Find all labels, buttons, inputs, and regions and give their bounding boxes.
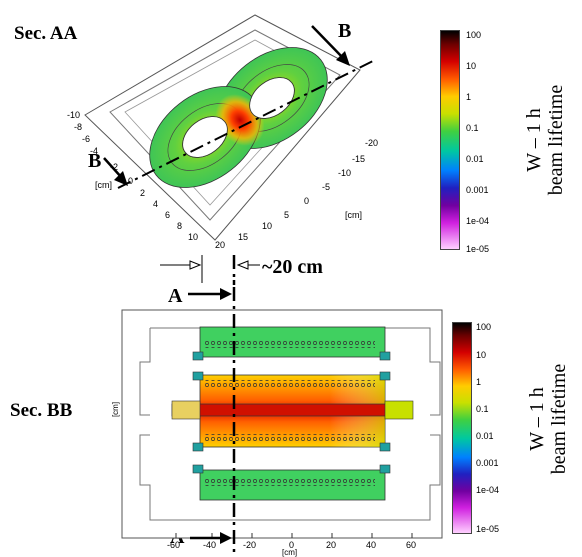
tick-bottom-0: -20 bbox=[365, 138, 379, 148]
cb-bottom-tick-6: 1e-04 bbox=[476, 485, 500, 495]
side-label-bottom-line1: W – 1 h bbox=[526, 387, 548, 451]
side-label-top-line1: W – 1 h bbox=[523, 108, 545, 172]
side-label-top: W – 1 h beam lifetime bbox=[523, 65, 567, 215]
side-label-bottom: W – 1 h beam lifetime bbox=[526, 339, 570, 499]
cb-bottom-tick-7: 1e-05 bbox=[476, 524, 500, 534]
cut-line-aa-top bbox=[232, 255, 236, 285]
section-label-bb: Sec. BB bbox=[10, 400, 73, 421]
marker-a-top: A bbox=[168, 285, 183, 307]
side-label-top-line2: beam lifetime bbox=[545, 84, 567, 196]
tick-left-4: -2 bbox=[110, 162, 119, 172]
tick-left-5: 0 bbox=[128, 176, 134, 186]
side-label-bottom-line2: beam lifetime bbox=[548, 363, 570, 475]
x-tick-1: -40 bbox=[203, 540, 217, 550]
cross-section-plot-bb bbox=[121, 280, 443, 556]
cb-top-tick-6: 1e-04 bbox=[466, 216, 490, 226]
arrow-b-top bbox=[311, 25, 346, 61]
tick-bottom-1: -15 bbox=[352, 154, 366, 164]
arrow-b-left bbox=[103, 157, 123, 179]
tick-bottom-2: -10 bbox=[338, 168, 352, 178]
tick-left-1: -8 bbox=[74, 122, 83, 132]
unit-bottom: [cm] bbox=[345, 210, 362, 220]
tick-bottom-6: 10 bbox=[262, 221, 273, 231]
tick-left-2: -6 bbox=[82, 134, 91, 144]
colorbar-top bbox=[440, 30, 460, 250]
tick-left-8: 6 bbox=[165, 210, 171, 220]
cb-bottom-tick-0: 100 bbox=[476, 322, 492, 332]
tick-bottom-8: 20 bbox=[215, 240, 226, 250]
cb-bottom-tick-4: 0.01 bbox=[476, 431, 494, 441]
tick-left-10: 10 bbox=[188, 232, 199, 242]
cb-top-tick-0: 100 bbox=[466, 30, 482, 40]
cb-top-tick-2: 1 bbox=[466, 92, 472, 102]
tick-bottom-5: 5 bbox=[284, 210, 290, 220]
beam-pipe bbox=[171, 403, 413, 417]
marker-b-top: B bbox=[338, 20, 352, 42]
cb-top-tick-3: 0.1 bbox=[466, 123, 479, 133]
unit-x: [cm] bbox=[282, 548, 298, 557]
tick-left-7: 4 bbox=[153, 199, 159, 209]
unit-y: [cm] bbox=[111, 401, 121, 418]
tick-left-0: -10 bbox=[67, 110, 81, 120]
tick-left-6: 2 bbox=[140, 188, 146, 198]
colorbar-bottom bbox=[452, 322, 472, 534]
cb-bottom-tick-5: 0.001 bbox=[476, 458, 499, 468]
tick-bottom-3: -5 bbox=[322, 182, 331, 192]
cb-top-tick-4: 0.01 bbox=[466, 154, 484, 164]
cb-bottom-tick-3: 0.1 bbox=[476, 404, 489, 414]
dimension-marker bbox=[160, 255, 260, 283]
marker-b-left: B bbox=[88, 150, 102, 172]
tick-bottom-7: 15 bbox=[238, 232, 249, 242]
cb-bottom-tick-2: 1 bbox=[476, 377, 482, 387]
x-tick-2: -20 bbox=[243, 540, 257, 550]
tick-left-3: -4 bbox=[90, 146, 99, 156]
section-label-aa: Sec. AA bbox=[14, 23, 78, 44]
cb-top-tick-5: 0.001 bbox=[466, 185, 489, 195]
cb-top-tick-7: 1e-05 bbox=[466, 244, 490, 254]
cb-top-tick-1: 10 bbox=[466, 61, 477, 71]
cb-bottom-tick-1: 10 bbox=[476, 350, 487, 360]
x-tick-3: 0 bbox=[289, 540, 295, 550]
tick-bottom-4: 0 bbox=[304, 196, 310, 206]
x-tick-5: 40 bbox=[366, 540, 377, 550]
cut-line-bb bbox=[117, 59, 376, 189]
tick-left-9: 8 bbox=[177, 221, 183, 231]
isometric-plot-aa bbox=[84, 14, 376, 241]
x-tick-4: 20 bbox=[326, 540, 337, 550]
x-tick-6: 60 bbox=[406, 540, 417, 550]
unit-left: [cm] bbox=[95, 180, 112, 190]
x-tick-0: -60 bbox=[167, 540, 181, 550]
dimension-label: ~20 cm bbox=[262, 256, 323, 278]
